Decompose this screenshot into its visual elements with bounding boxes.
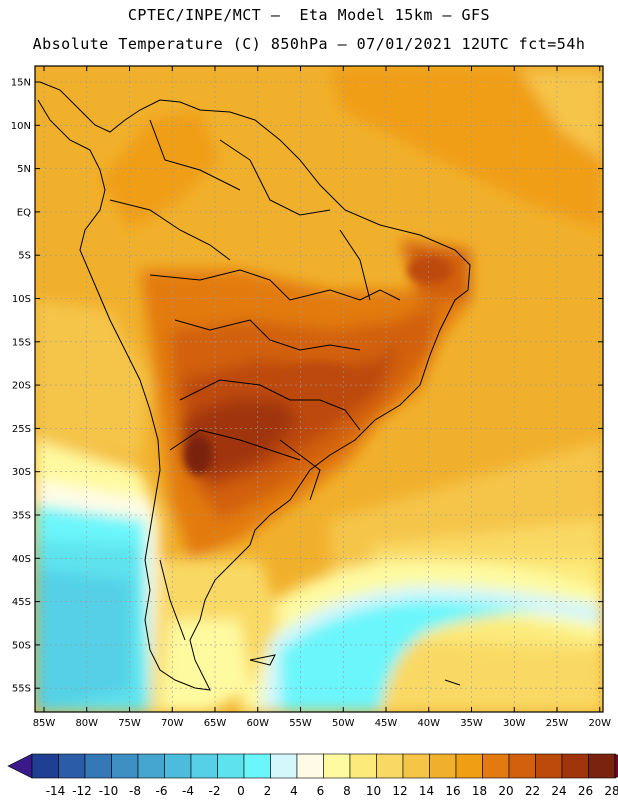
color-scale-legend: -14 -12 -10 -8 -6 -4 -2 0 2 4 6 8 10 12 14 16 18 20 22 24 26… [7, 753, 618, 798]
map-title-line-2: Absolute Temperature (C) 850hPa – 07/01/… [32, 35, 586, 53]
legend-swatch [217, 753, 245, 779]
legend-swatch [535, 753, 563, 779]
legend-min-arrow [7, 753, 33, 779]
legend-label: 10 [366, 784, 381, 798]
lon-label: 20W [588, 718, 611, 729]
legend-swatch [84, 753, 112, 779]
legend-label: 26 [578, 784, 593, 798]
temperature-map: 15N 10N 5N EQ 5S 10S 15S 20S 25S 30S 35S 40S 45S 50S 5… [11, 65, 611, 729]
coastline-and-borders [37, 81, 471, 691]
legend-label: 14 [419, 784, 434, 798]
lat-label: 30S [12, 467, 31, 478]
legend-swatch [588, 753, 616, 779]
legend-swatch [561, 753, 589, 779]
temperature-field [35, 66, 603, 712]
legend-label: -10 [99, 784, 119, 798]
legend-label: 6 [317, 784, 325, 798]
legend-max-arrow [614, 753, 618, 779]
legend-swatch [58, 753, 86, 779]
lon-label: 85W [33, 718, 56, 729]
lon-label: 35W [460, 718, 483, 729]
lon-label: 70W [161, 718, 184, 729]
legend-swatch [270, 753, 298, 779]
legend-label: 12 [392, 784, 407, 798]
lat-label: 15S [12, 337, 31, 348]
legend-swatch [243, 753, 271, 779]
lon-label: 80W [75, 718, 98, 729]
legend-swatch [508, 753, 536, 779]
legend-label: -14 [46, 784, 66, 798]
lon-label: 60W [246, 718, 269, 729]
legend-label: 4 [290, 784, 298, 798]
legend-swatch [164, 753, 192, 779]
lat-label: 50S [12, 640, 31, 651]
lon-label: 55W [289, 718, 312, 729]
latitude-labels: 15N 10N 5N EQ 5S 10S 15S 20S 25S 30S 35S 40S 45S 50S 5… [11, 78, 31, 695]
lat-label: 5N [17, 164, 31, 175]
legend-label: 2 [264, 784, 272, 798]
legend-swatch [402, 753, 430, 779]
map-frame [34, 65, 604, 713]
legend-swatch [376, 753, 404, 779]
lon-label: 50W [332, 718, 355, 729]
lat-label: 5S [18, 251, 31, 262]
lat-label: 35S [12, 511, 31, 522]
lon-label: 30W [503, 718, 526, 729]
legend-label: 8 [343, 784, 351, 798]
lat-label: 40S [12, 554, 31, 565]
map-title-line-1: CPTEC/INPE/MCT – Eta Model 15km – GFS [127, 6, 491, 24]
lon-label: 25W [546, 718, 569, 729]
axis-ticks [35, 66, 603, 712]
legend-label: 0 [237, 784, 245, 798]
legend-swatch [296, 753, 324, 779]
longitude-labels: 85W 80W 75W 70W 65W 60W 55W 50W 45W 40W 35W 30W 25W 2… [33, 718, 611, 729]
lat-label: 10N [11, 121, 31, 132]
legend-swatch [455, 753, 483, 779]
legend-label: 22 [525, 784, 540, 798]
legend-swatch [31, 753, 59, 779]
legend-swatch [137, 753, 165, 779]
legend-swatch [111, 753, 139, 779]
lat-label: 25S [12, 424, 31, 435]
legend-swatch [349, 753, 377, 779]
legend-label: -8 [129, 784, 141, 798]
legend-label: -6 [156, 784, 168, 798]
lat-label: EQ [17, 207, 31, 218]
lon-label: 75W [118, 718, 141, 729]
legend-label: 24 [551, 784, 566, 798]
legend-swatch [190, 753, 218, 779]
lat-label: 10S [12, 294, 31, 305]
legend-label: 18 [472, 784, 487, 798]
legend-label: -4 [182, 784, 194, 798]
lon-label: 45W [375, 718, 398, 729]
lon-label: 40W [417, 718, 440, 729]
lat-label: 20S [12, 381, 31, 392]
legend-label: -2 [209, 784, 221, 798]
lat-label: 55S [12, 684, 31, 695]
legend-swatch [323, 753, 351, 779]
legend-label: 20 [498, 784, 513, 798]
legend-label: -12 [72, 784, 92, 798]
legend-swatch [429, 753, 457, 779]
legend-label: 28 [604, 784, 618, 798]
lon-label: 65W [204, 718, 227, 729]
legend-label: 16 [445, 784, 460, 798]
lat-label: 45S [12, 597, 31, 608]
legend-swatch [482, 753, 510, 779]
lat-label: 15N [11, 78, 31, 89]
